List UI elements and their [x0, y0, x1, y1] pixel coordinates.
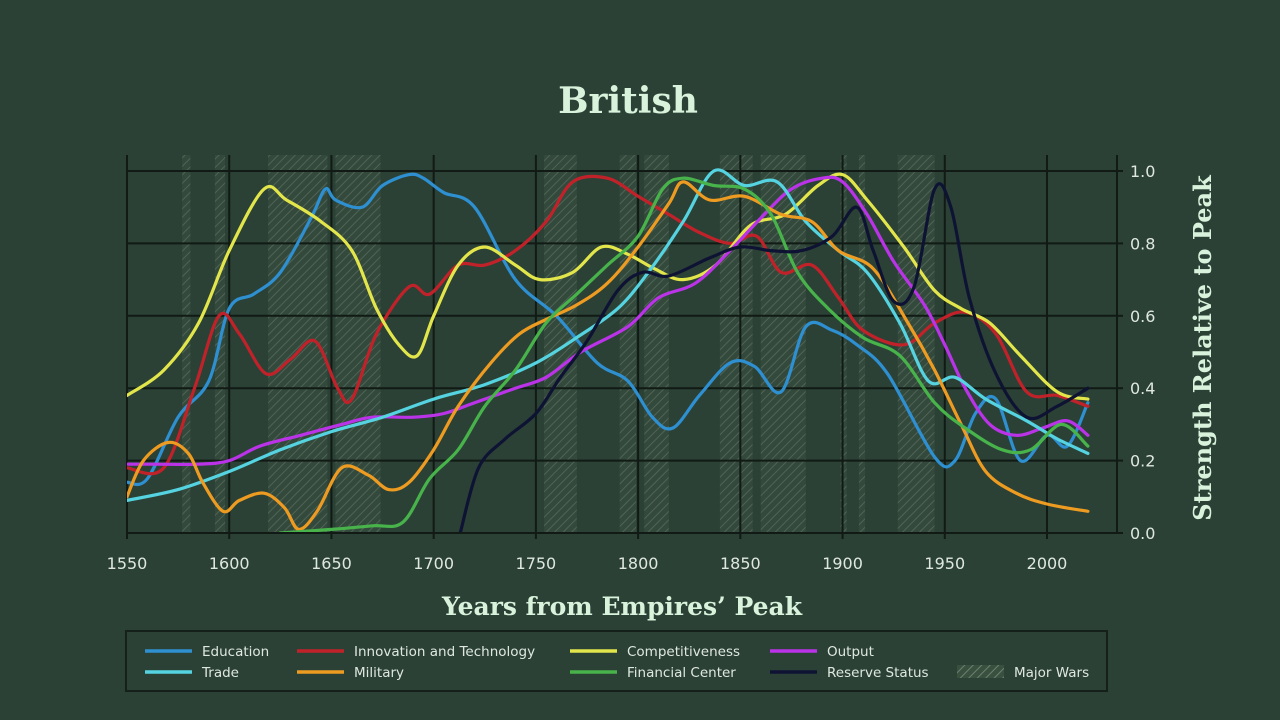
y-tick-label: 0.2	[1130, 452, 1155, 471]
series-lines	[127, 168, 1090, 533]
series-line-trade	[127, 168, 1090, 502]
legend-label-competitiveness: Competitiveness	[627, 644, 740, 660]
y-tick-label: 1.0	[1130, 162, 1155, 181]
axes: 1550 1600 1650 1700 1750 1800 1850 1900 1950 2000…	[107, 155, 1155, 573]
series-line-innovation-and-technology	[127, 174, 1090, 476]
y-tick-label: 0.6	[1130, 307, 1155, 326]
x-tick-label: 1600	[209, 554, 250, 573]
y-tick-label: 0.0	[1130, 524, 1155, 543]
legend: Education Innovation and Technology Compet…	[125, 630, 1108, 692]
y-tick-label: 0.8	[1130, 234, 1155, 253]
legend-label-output: Output	[827, 644, 874, 660]
major-war-band	[544, 155, 577, 533]
x-tick-label: 1650	[311, 554, 352, 573]
series-line-reserve-status	[458, 182, 1090, 533]
series-line-financial-center	[278, 176, 1090, 533]
legend-box	[125, 630, 1108, 692]
major-war-band	[619, 155, 637, 533]
legend-label-reserve-status: Reserve Status	[827, 665, 929, 681]
x-tick-label: 1800	[618, 554, 659, 573]
x-tick-label: 1550	[107, 554, 148, 573]
series-line-education	[127, 172, 1090, 487]
y-tick-label: 0.4	[1130, 379, 1155, 398]
x-tick-label: 1700	[413, 554, 454, 573]
x-tick-label: 1850	[720, 554, 761, 573]
major-war-band	[840, 155, 847, 533]
major-war-band	[858, 155, 866, 533]
x-tick-label: 2000	[1027, 554, 1068, 573]
legend-label-innovation-and-technology: Innovation and Technology	[354, 644, 535, 660]
legend-label-military: Military	[354, 665, 404, 681]
x-axis-label: Years from Empires’ Peak	[441, 592, 803, 621]
legend-label-financial-center: Financial Center	[627, 665, 736, 681]
legend-swatch-major-wars	[957, 665, 1004, 678]
series-line-output	[127, 175, 1090, 467]
legend-label-trade: Trade	[201, 665, 239, 681]
major-war-band	[719, 155, 753, 533]
x-tick-label: 1950	[924, 554, 965, 573]
x-tick-label: 1750	[516, 554, 557, 573]
legend-items: Education Innovation and Technology Compet…	[145, 644, 1089, 681]
y-axis-label: Strength Relative to Peak	[1188, 174, 1217, 521]
legend-label-major-wars: Major Wars	[1014, 665, 1089, 681]
legend-label-education: Education	[202, 644, 269, 660]
chart-title: British	[558, 80, 698, 122]
x-tick-label: 1900	[822, 554, 863, 573]
series-line-military	[127, 180, 1090, 531]
